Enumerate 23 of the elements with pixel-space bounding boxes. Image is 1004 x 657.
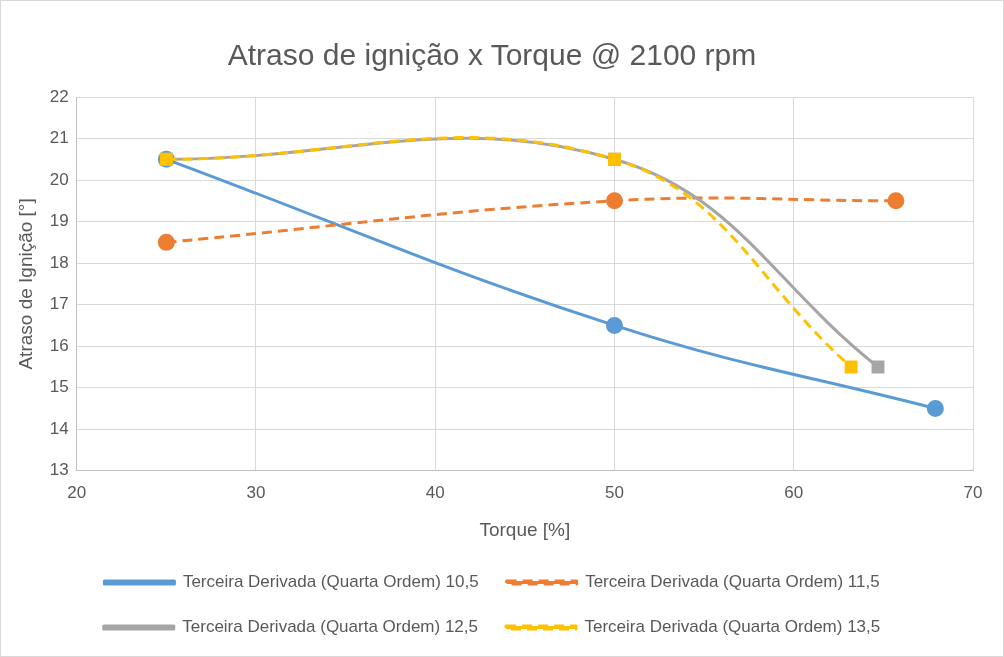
- x-tick-label: 50: [605, 482, 624, 502]
- y-tick-label: 21: [49, 128, 69, 148]
- legend-label: Terceira Derivada (Quarta Ordem) 10,5: [182, 572, 479, 592]
- y-tick-label: 18: [49, 252, 69, 272]
- x-tick-label: 60: [784, 482, 804, 502]
- y-tick-label: 15: [49, 377, 69, 397]
- chart-title: Atraso de ignição x Torque @ 2100 rpm: [227, 38, 757, 72]
- y-tick-label: 19: [49, 211, 69, 231]
- legend-label: Terceira Derivada (Quarta Ordem) 12,5: [182, 617, 479, 637]
- x-axis-title: Torque [%]: [479, 518, 571, 540]
- y-axis-title: Atraso de Ignição [°]: [14, 198, 36, 370]
- y-tick-label: 22: [49, 86, 69, 106]
- y-tick-label: 14: [49, 418, 69, 438]
- y-tick-label: 20: [49, 169, 69, 189]
- y-tick-label: 16: [49, 335, 69, 355]
- y-tick-label: 13: [49, 460, 69, 480]
- legend-label: Terceira Derivada (Quarta Ordem) 13,5: [584, 617, 881, 637]
- y-tick-label: 17: [49, 294, 69, 314]
- x-tick-label: 40: [425, 482, 445, 502]
- legend-label: Terceira Derivada (Quarta Ordem) 11,5: [585, 572, 880, 592]
- x-tick-label: 70: [963, 482, 983, 502]
- x-tick-label: 30: [246, 482, 266, 502]
- x-tick-label: 20: [67, 482, 87, 502]
